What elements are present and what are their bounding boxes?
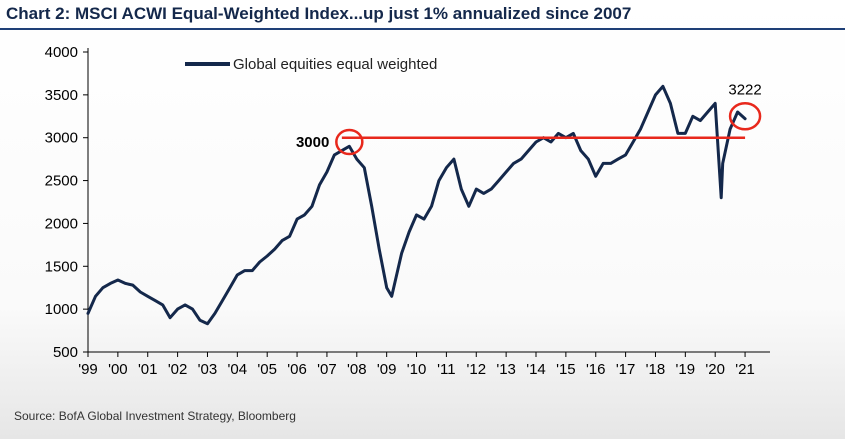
annotation-label-3000: 3000	[296, 134, 329, 151]
line-chart: 500 1000 1500 2000 2500 3000 3500 4000 '99 '00 '0…	[45, 44, 770, 378]
x-tick-label: '16	[586, 361, 606, 378]
x-tick-label: '04	[228, 361, 248, 378]
y-tick-label: 2000	[45, 215, 78, 232]
x-tick-label: '10	[407, 361, 427, 378]
chart-axes	[87, 48, 770, 353]
legend: Global equities equal weighted	[185, 56, 437, 73]
chart-title: Chart 2: MSCI ACWI Equal-Weighted Index.…	[6, 4, 632, 23]
x-axis-ticks: '99 '00 '01 '02 '03 '04 '05 '06 '07 '08 '09 '10 '11 '…	[78, 352, 755, 378]
x-tick-label: '14	[526, 361, 546, 378]
x-tick-label: '01	[138, 361, 158, 378]
y-tick-label: 4000	[45, 44, 78, 61]
y-tick-label: 1000	[45, 301, 78, 318]
y-tick-label: 2500	[45, 173, 78, 190]
x-tick-label: '13	[496, 361, 516, 378]
legend-label: Global equities equal weighted	[233, 56, 437, 73]
y-tick-label: 3000	[45, 130, 78, 147]
x-tick-label: '08	[347, 361, 367, 378]
y-tick-label: 500	[53, 344, 78, 361]
source-note: Source: BofA Global Investment Strategy,…	[14, 409, 296, 423]
series-layer	[86, 84, 747, 326]
y-tick-label: 1500	[45, 258, 78, 275]
y-axis-ticks: 500 1000 1500 2000 2500 3000 3500 4000	[45, 44, 88, 361]
x-tick-label: '18	[646, 361, 666, 378]
annotation-layer: 3000 3222	[296, 81, 762, 156]
annotation-label-3222: 3222	[728, 81, 761, 98]
highlight-circle-3222	[728, 102, 762, 131]
x-tick-label: '99	[78, 361, 98, 378]
highlight-circle-3000	[335, 128, 364, 156]
x-tick-label: '11	[437, 361, 455, 378]
x-tick-label: '17	[616, 361, 636, 378]
x-tick-label: '09	[377, 361, 397, 378]
y-tick-label: 3500	[45, 87, 78, 104]
title-underline	[0, 28, 845, 30]
x-tick-label: '19	[676, 361, 696, 378]
x-tick-label: '05	[257, 361, 277, 378]
x-tick-label: '00	[108, 361, 128, 378]
x-tick-label: '21	[735, 361, 755, 378]
x-tick-label: '07	[317, 361, 337, 378]
x-tick-label: '12	[466, 361, 486, 378]
series-line-global-equities	[86, 84, 747, 326]
x-tick-label: '15	[556, 361, 576, 378]
x-tick-label: '03	[198, 361, 218, 378]
x-tick-label: '20	[705, 361, 725, 378]
x-tick-label: '02	[168, 361, 188, 378]
x-tick-label: '06	[287, 361, 307, 378]
